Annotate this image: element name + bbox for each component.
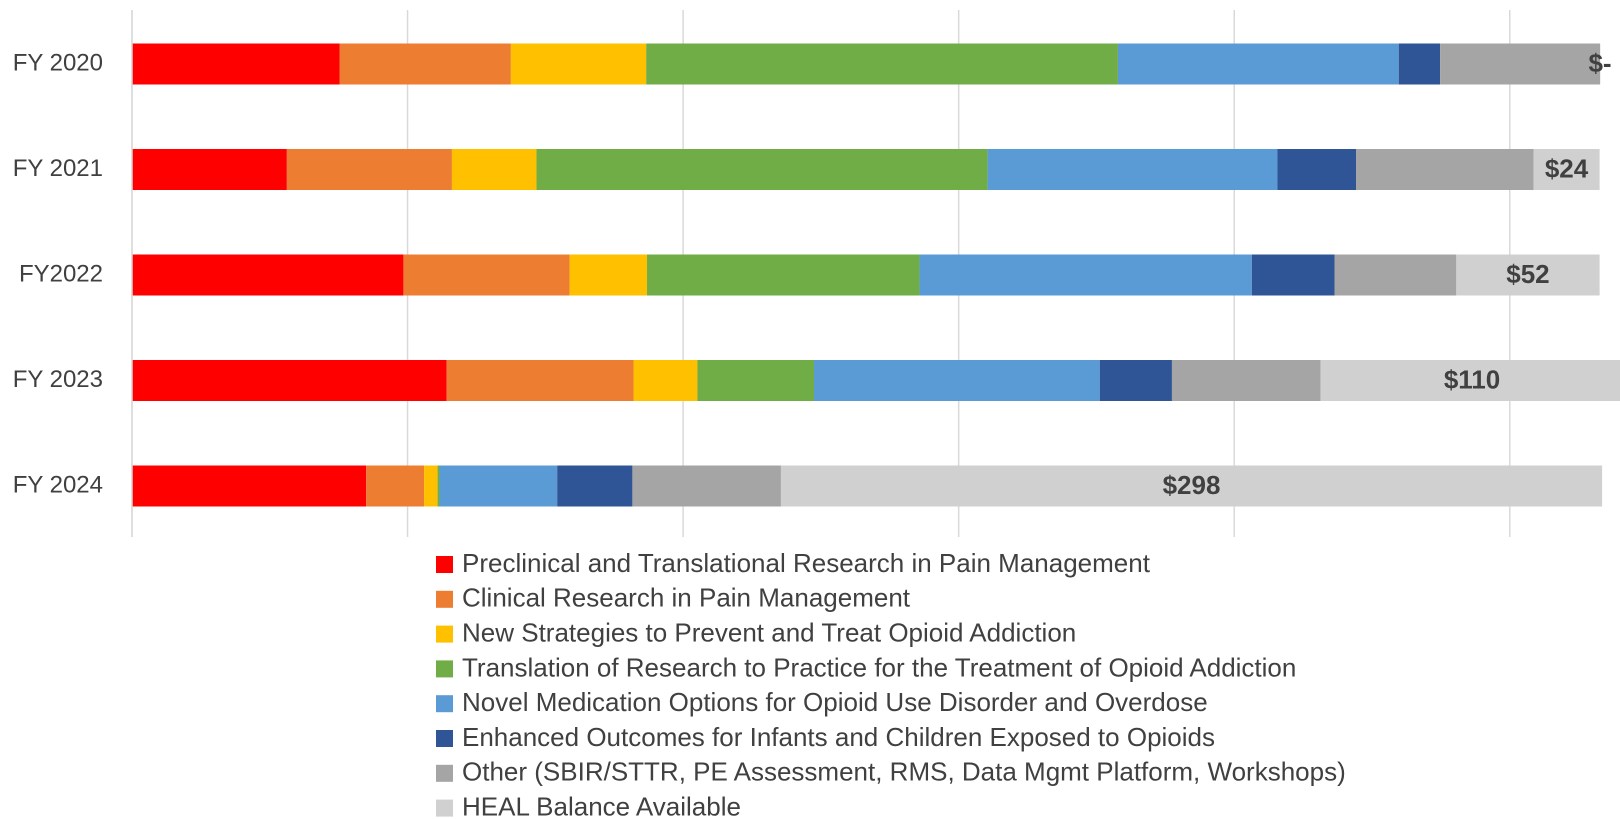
bar-segment [1320, 360, 1620, 401]
bar-segment [1440, 43, 1601, 85]
bar-segment [446, 360, 634, 401]
legend-swatch [436, 590, 453, 608]
bar-segment [1356, 149, 1534, 190]
legend-label: Other (SBIR/STTR, PE Assessment, RMS, Da… [462, 757, 1346, 787]
legend-label: Enhanced Outcomes for Infants and Childr… [462, 722, 1215, 752]
legend-swatch [436, 695, 453, 713]
legend-swatch [436, 799, 453, 817]
bar-segment [510, 43, 647, 85]
bar-segment [286, 149, 452, 190]
bar-segment [1334, 254, 1457, 296]
bar-segment [1171, 360, 1321, 401]
bar-segment [1533, 149, 1600, 190]
bar-segment [814, 360, 1100, 401]
legend-label: Clinical Research in Pain Management [462, 583, 911, 613]
bar-segment [132, 254, 404, 296]
bar-segment [424, 465, 438, 507]
value-label: $24 [1545, 153, 1589, 183]
bar-segment [1251, 254, 1335, 296]
y-tick-label: FY 2024 [13, 471, 103, 498]
bar-segment [132, 43, 340, 85]
value-label: $- [1588, 48, 1611, 78]
bar-segment [646, 43, 1118, 85]
y-tick-label: FY 2021 [13, 155, 103, 182]
legend-swatch [436, 556, 453, 573]
bar-segment [1099, 360, 1172, 401]
bar-segment [536, 149, 988, 190]
bar-segment [557, 465, 633, 507]
legend-label: Translation of Research to Practice for … [462, 652, 1296, 682]
legend-swatch [436, 730, 453, 747]
legend-label: New Strategies to Prevent and Treat Opio… [462, 617, 1076, 647]
value-label: $298 [1163, 470, 1221, 500]
bar-segment [132, 149, 287, 190]
bar-segment [1277, 149, 1357, 190]
value-label: $110 [1444, 364, 1500, 394]
legend-swatch [436, 625, 453, 643]
bar-segment [632, 465, 781, 507]
legend-label: Novel Medication Options for Opioid Use … [462, 687, 1208, 717]
bar-segment [439, 465, 558, 507]
bar-segment [451, 149, 537, 190]
bar-segment [987, 149, 1278, 190]
bar-segment [437, 465, 440, 507]
bar-segment [633, 360, 698, 401]
legend-swatch [436, 764, 453, 782]
bar-segment [366, 465, 425, 507]
bar-segment [919, 254, 1252, 296]
bar-segment [1398, 43, 1441, 85]
bar-segment [403, 254, 570, 296]
bar-segment [339, 43, 511, 85]
legend-label: HEAL Balance Available [462, 791, 741, 819]
y-tick-label: FY 2020 [13, 49, 103, 76]
bar-segment [697, 360, 814, 401]
y-tick-label: FY 2023 [13, 366, 103, 393]
legend-label: Preclinical and Translational Research i… [462, 548, 1151, 578]
bar-segment [132, 465, 367, 507]
bar-segment [780, 465, 1603, 507]
bar-segment [1456, 254, 1600, 296]
y-tick-label: FY2022 [19, 260, 103, 287]
bar-segment [132, 360, 447, 401]
bar-segment [647, 254, 920, 296]
bar-segment [569, 254, 648, 296]
legend-swatch [436, 660, 453, 678]
bar-segment [1117, 43, 1399, 85]
value-label: $52 [1506, 259, 1549, 289]
